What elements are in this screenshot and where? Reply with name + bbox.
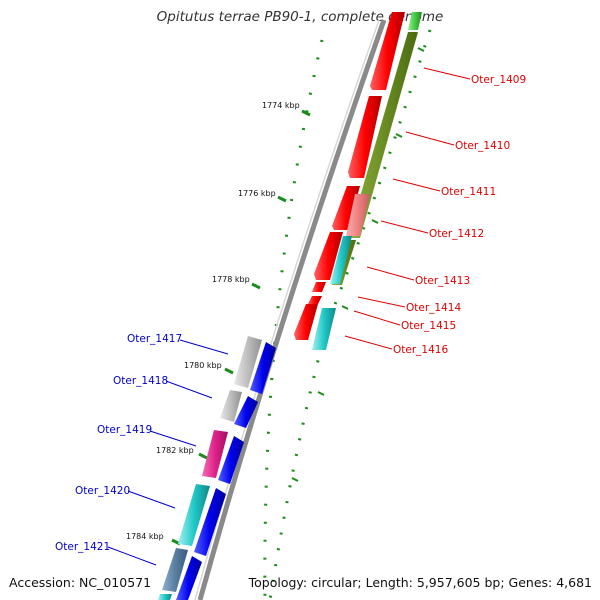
gene-Oter_1419b[interactable] xyxy=(218,436,244,484)
outer-tick xyxy=(371,219,379,224)
scale-tick xyxy=(277,195,287,203)
leader-line xyxy=(165,380,213,399)
gene-Oter_1418b[interactable] xyxy=(234,396,258,428)
gene-Oter_1416b[interactable] xyxy=(312,308,336,350)
gene-label[interactable]: Oter_1411 xyxy=(441,186,496,198)
gene-label[interactable]: Oter_1409 xyxy=(471,74,526,86)
scale-label: 1778 kbp xyxy=(212,275,250,284)
gene-Oter_1420b[interactable] xyxy=(194,488,226,556)
gene-label[interactable]: Oter_1418 xyxy=(113,375,168,387)
gene-labels-right: Oter_1409 Oter_1410 Oter_1411 Oter_1412 … xyxy=(393,74,526,356)
gene-Oter_1418[interactable] xyxy=(220,390,242,422)
scale-tick xyxy=(198,452,208,460)
scale-labels: 1774 kbp 1776 kbp 1778 kbp 1780 kbp 1782… xyxy=(126,101,300,541)
scale-label: 1782 kbp xyxy=(156,446,194,455)
leader-line xyxy=(179,339,229,355)
outer-tick xyxy=(395,133,403,138)
leader-line xyxy=(392,178,441,192)
gene-Oter_1411[interactable] xyxy=(332,186,360,230)
gene-Oter_1413[interactable] xyxy=(314,232,343,280)
scale-tick xyxy=(224,367,234,375)
outer-tick xyxy=(317,391,325,396)
leader-lines-left xyxy=(107,339,229,566)
outer-tick xyxy=(341,305,349,310)
topology-label: Topology: circular; Length: 5,957,605 bp… xyxy=(248,575,592,590)
outer-tick xyxy=(417,47,425,52)
gene-Oter_1421b[interactable] xyxy=(176,556,202,600)
gene-Oter_1422[interactable] xyxy=(158,594,172,600)
gene-label[interactable]: Oter_1412 xyxy=(429,228,484,240)
leader-line xyxy=(344,335,393,350)
scale-tick xyxy=(251,282,261,290)
leader-line xyxy=(149,430,197,447)
gene-Oter_1420[interactable] xyxy=(178,484,210,546)
scale-ticks xyxy=(171,109,311,546)
scale-label: 1784 kbp xyxy=(126,532,164,541)
gene-Oter_1415[interactable] xyxy=(308,296,322,304)
leader-line xyxy=(353,310,401,326)
gene-label[interactable]: Oter_1414 xyxy=(406,302,461,314)
outer-ticks xyxy=(291,47,425,482)
scale-label: 1780 kbp xyxy=(184,361,222,370)
gene-label[interactable]: Oter_1416 xyxy=(393,344,448,356)
leader-line xyxy=(405,131,455,146)
gene-bar-green xyxy=(408,12,422,30)
gene-Oter_1414[interactable] xyxy=(312,282,326,292)
gene-label[interactable]: Oter_1413 xyxy=(415,275,470,287)
gene-Oter_1416[interactable] xyxy=(294,304,318,340)
gene-label[interactable]: Oter_1420 xyxy=(75,485,130,497)
gene-Oter_1412[interactable] xyxy=(346,194,370,236)
gene-Oter_1417b[interactable] xyxy=(250,342,276,394)
gene-label[interactable]: Oter_1410 xyxy=(455,140,510,152)
leader-lines-right xyxy=(344,67,471,350)
leader-line xyxy=(107,546,157,566)
gene-Oter_1417[interactable] xyxy=(234,336,262,388)
leader-line xyxy=(357,296,406,308)
gene-Oter_1409[interactable] xyxy=(370,12,405,90)
gene-labels-left: Oter_1417 Oter_1418 Oter_1419 Oter_1420 … xyxy=(55,333,182,553)
gene-label[interactable]: Oter_1415 xyxy=(401,320,456,332)
scale-label: 1776 kbp xyxy=(238,189,276,198)
leader-line xyxy=(366,266,415,281)
outer-tick xyxy=(291,477,299,482)
gene-label[interactable]: Oter_1419 xyxy=(97,424,152,436)
scale-label: 1774 kbp xyxy=(262,101,300,110)
leader-line xyxy=(127,490,176,509)
leader-line xyxy=(380,220,429,234)
gene-Oter_1410[interactable] xyxy=(348,96,382,178)
gene-Oter_1413b[interactable] xyxy=(330,236,352,284)
gene-Oter_1421[interactable] xyxy=(162,548,188,592)
genome-backbone-highlight xyxy=(194,19,380,600)
genome-backbone xyxy=(197,19,387,600)
gene-bar-olive xyxy=(348,32,418,238)
accession-label: Accession: NC_010571 xyxy=(9,575,152,590)
outer-dotted-track-lower xyxy=(268,344,324,600)
gene-Oter_1419[interactable] xyxy=(202,430,228,478)
gene-label[interactable]: Oter_1421 xyxy=(55,541,110,553)
gene-label[interactable]: Oter_1417 xyxy=(127,333,182,345)
map-title: Opitutus terrae PB90-1, complete genome xyxy=(156,9,444,25)
leader-line xyxy=(423,67,471,80)
scale-tick xyxy=(301,109,311,117)
